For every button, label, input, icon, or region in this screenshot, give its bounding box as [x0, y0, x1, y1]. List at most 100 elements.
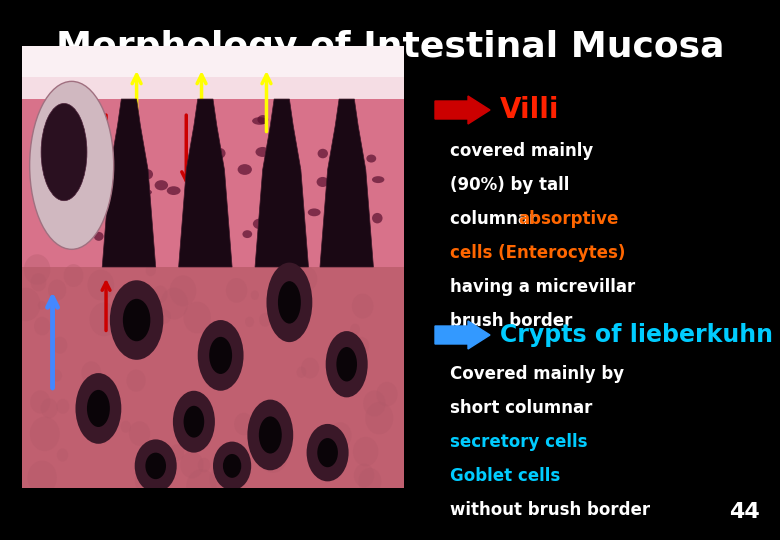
Ellipse shape	[321, 247, 331, 256]
Bar	[22, 267, 404, 488]
Ellipse shape	[112, 221, 125, 228]
Text: having a micrevillar: having a micrevillar	[450, 278, 635, 296]
Ellipse shape	[243, 230, 252, 238]
Circle shape	[135, 466, 160, 495]
Circle shape	[245, 316, 254, 327]
Ellipse shape	[278, 281, 301, 323]
Text: cells (Enterocytes): cells (Enterocytes)	[450, 244, 626, 262]
Ellipse shape	[367, 154, 376, 163]
Circle shape	[301, 357, 319, 379]
Circle shape	[126, 369, 146, 392]
Circle shape	[234, 413, 254, 435]
Circle shape	[27, 461, 57, 495]
Circle shape	[12, 288, 41, 321]
Ellipse shape	[183, 406, 204, 437]
Polygon shape	[255, 99, 309, 267]
Circle shape	[350, 323, 360, 335]
Ellipse shape	[97, 139, 108, 150]
Ellipse shape	[76, 193, 87, 200]
Bar	[22, 46, 404, 77]
Circle shape	[159, 309, 171, 323]
Ellipse shape	[268, 179, 279, 185]
Circle shape	[146, 264, 156, 276]
Ellipse shape	[372, 213, 382, 224]
Text: covered mainly: covered mainly	[450, 142, 594, 160]
Circle shape	[121, 421, 131, 433]
Polygon shape	[179, 99, 232, 267]
Ellipse shape	[257, 115, 268, 124]
Ellipse shape	[213, 442, 251, 490]
Text: Goblet cells: Goblet cells	[450, 467, 560, 485]
Circle shape	[296, 266, 317, 291]
Circle shape	[87, 400, 104, 419]
Ellipse shape	[76, 373, 122, 444]
Ellipse shape	[307, 424, 349, 481]
Circle shape	[153, 286, 168, 303]
Circle shape	[38, 301, 46, 310]
Circle shape	[57, 448, 68, 462]
Circle shape	[257, 438, 288, 473]
Circle shape	[249, 415, 276, 447]
Ellipse shape	[223, 454, 241, 478]
Circle shape	[259, 313, 271, 327]
Circle shape	[363, 390, 385, 416]
Ellipse shape	[187, 184, 199, 194]
Ellipse shape	[143, 169, 153, 179]
Circle shape	[296, 367, 307, 378]
Ellipse shape	[211, 202, 225, 211]
Ellipse shape	[86, 126, 98, 135]
Ellipse shape	[94, 202, 108, 211]
Ellipse shape	[115, 204, 127, 212]
Text: short columnar: short columnar	[450, 399, 592, 417]
Circle shape	[137, 319, 149, 332]
Ellipse shape	[252, 117, 268, 125]
Ellipse shape	[209, 337, 232, 374]
Circle shape	[271, 442, 287, 460]
Ellipse shape	[190, 243, 201, 254]
Circle shape	[81, 361, 101, 384]
Circle shape	[30, 273, 47, 292]
Ellipse shape	[331, 228, 344, 239]
Ellipse shape	[238, 164, 252, 175]
Text: absorptive: absorptive	[518, 210, 619, 228]
Circle shape	[56, 399, 69, 414]
Ellipse shape	[124, 193, 136, 202]
Circle shape	[186, 469, 217, 504]
Ellipse shape	[317, 149, 328, 158]
Circle shape	[180, 451, 204, 478]
Circle shape	[251, 291, 259, 300]
Polygon shape	[102, 99, 156, 267]
Ellipse shape	[87, 390, 110, 427]
Ellipse shape	[154, 180, 168, 190]
Bar	[22, 46, 404, 99]
Circle shape	[198, 458, 211, 472]
Text: (90%) by tall: (90%) by tall	[450, 176, 569, 194]
Text: brush border: brush border	[450, 312, 573, 330]
Ellipse shape	[336, 347, 357, 381]
Ellipse shape	[259, 416, 282, 454]
Circle shape	[64, 264, 83, 287]
Circle shape	[51, 370, 62, 382]
Circle shape	[90, 302, 119, 336]
Circle shape	[34, 317, 50, 335]
Circle shape	[48, 280, 66, 301]
Ellipse shape	[308, 208, 321, 217]
Circle shape	[376, 382, 398, 407]
Ellipse shape	[317, 177, 329, 187]
Text: secretory cells: secretory cells	[450, 433, 587, 451]
Circle shape	[365, 402, 393, 434]
Ellipse shape	[335, 248, 348, 258]
Circle shape	[30, 390, 50, 414]
Circle shape	[120, 326, 144, 353]
Circle shape	[183, 302, 211, 333]
Ellipse shape	[372, 176, 385, 183]
Text: Morphology of Intestinal Mucosa: Morphology of Intestinal Mucosa	[55, 30, 725, 64]
Ellipse shape	[167, 186, 180, 195]
Circle shape	[24, 254, 51, 285]
Circle shape	[87, 269, 114, 300]
Ellipse shape	[287, 192, 297, 200]
Ellipse shape	[247, 400, 293, 470]
Text: Covered mainly by: Covered mainly by	[450, 365, 624, 383]
Text: Villi: Villi	[500, 96, 559, 124]
Circle shape	[129, 421, 151, 446]
